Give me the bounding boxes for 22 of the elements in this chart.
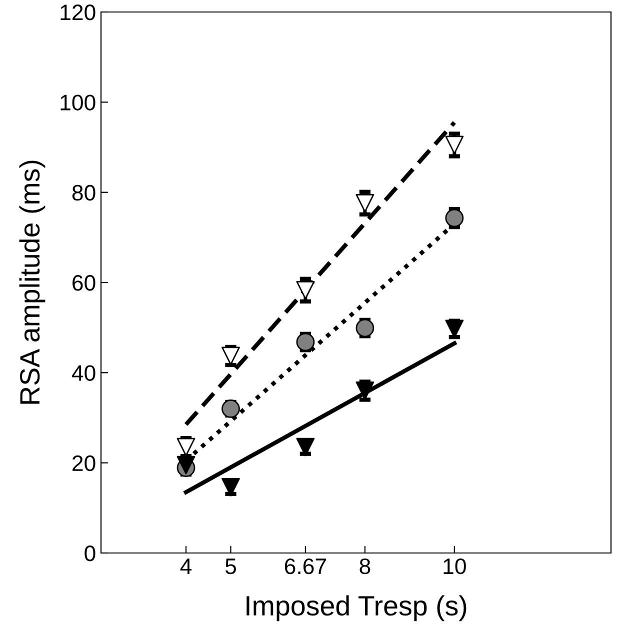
y-tick-label: 80 — [72, 184, 96, 201]
point — [222, 400, 240, 418]
y-tick-label: 40 — [72, 365, 96, 381]
x-tick-label: 10 — [444, 558, 466, 574]
y-tick-label: 60 — [72, 275, 96, 291]
point — [356, 318, 374, 338]
x-tick-label: 5 — [225, 558, 236, 574]
point — [356, 194, 374, 212]
y-tick-label: 20 — [72, 455, 96, 472]
x-tick-label: 8 — [360, 558, 370, 574]
x-axis-title: Imposed Tresp (s) — [246, 595, 466, 622]
point — [296, 438, 315, 456]
point — [296, 280, 315, 300]
y-tick-label: 120 — [60, 4, 96, 20]
y-axis-title: RSA amplitude (ms) — [19, 160, 46, 404]
x-tick-label: 4 — [180, 558, 192, 574]
x-tick-label: 6.67 — [284, 558, 326, 574]
point — [445, 208, 464, 228]
y-tick-label: 100 — [60, 94, 96, 110]
y-tick-label: 0 — [84, 546, 96, 562]
point — [222, 478, 240, 496]
point — [296, 332, 315, 352]
